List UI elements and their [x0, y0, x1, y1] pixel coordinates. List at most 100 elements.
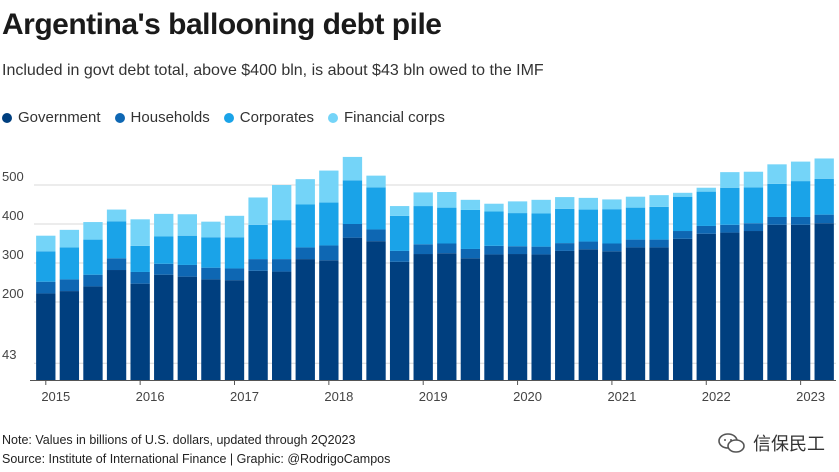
bar-segment-corporates [743, 187, 764, 224]
bar-segment-government [625, 247, 646, 380]
bar-segment-financial-corps [460, 199, 481, 210]
bar-segment-households [507, 246, 528, 255]
bar-segment-financial-corps [484, 203, 504, 212]
bar-segment-corporates [154, 236, 174, 264]
legend-label-financial-corps: Financial corps [343, 109, 445, 126]
bar-segment-households [83, 274, 103, 287]
bar-segment-households [625, 239, 646, 248]
bar-segment-corporates [790, 181, 811, 217]
bar-segment-financial-corps [389, 206, 410, 216]
bar-segment-financial-corps [555, 197, 575, 209]
bar-segment-households [342, 224, 363, 238]
bar-segment-corporates [555, 208, 575, 244]
bar-segment-households [555, 243, 575, 251]
bar-segment-corporates [602, 209, 622, 244]
stacked-bar-chart: 43 200 300 400 500 2015 2016 2017 2018 2019 2020 20… [2, 156, 836, 404]
bar-segment-government [484, 254, 504, 380]
watermark: 信保民工 [717, 430, 825, 456]
bar-segment-government [790, 224, 811, 380]
chart-title: Argentina's ballooning debt pile [2, 8, 442, 41]
bar-segment-households [59, 279, 80, 292]
bar-segment-corporates [437, 207, 457, 244]
legend: Government Households Corporates Financi… [2, 109, 445, 126]
bar-segment-government [413, 254, 433, 380]
bar-segment-government [201, 279, 221, 380]
bar-segment-households [177, 264, 197, 277]
bar-segment-corporates [814, 178, 834, 215]
bar-segment-financial-corps [224, 215, 245, 238]
bar-segment-households [224, 268, 245, 281]
bar-segment-corporates [342, 180, 363, 224]
bar-segment-households [460, 248, 481, 259]
legend-label-corporates: Corporates [239, 109, 314, 126]
bar-segment-corporates [413, 206, 433, 245]
bar-segment-corporates [578, 209, 598, 242]
bar-segment-financial-corps [578, 197, 598, 210]
bar-segment-financial-corps [36, 235, 56, 252]
bar-segment-corporates [83, 239, 103, 275]
bar-segment-corporates [531, 213, 551, 247]
bar-segment-financial-corps [413, 192, 433, 207]
bar-segment-financial-corps [177, 214, 197, 236]
y-tick-label: 300 [2, 247, 24, 262]
bar-segment-government [248, 270, 268, 380]
bar-segment-households [130, 271, 150, 284]
x-tick-label: 2020 [513, 389, 542, 404]
bar-segment-government [555, 250, 575, 380]
bar-segment-households [295, 247, 315, 260]
bar-segment-corporates [319, 202, 339, 246]
bar-segment-government [437, 253, 457, 380]
bar-segment-financial-corps [106, 209, 127, 222]
bar-segment-households [272, 259, 292, 272]
legend-label-households: Households [130, 109, 210, 126]
x-tick-label: 2016 [136, 389, 165, 404]
bar-segment-financial-corps [649, 195, 669, 207]
bar-segment-corporates [484, 211, 504, 246]
bar-segment-households [790, 216, 811, 225]
bar-segment-households [484, 245, 504, 255]
bar-segment-government [507, 254, 528, 380]
bar-segment-households [696, 225, 716, 234]
bar-segment-financial-corps [342, 156, 363, 181]
bar-segment-corporates [106, 221, 127, 259]
bar-segment-government [154, 274, 174, 380]
bar-segment-financial-corps [272, 185, 292, 221]
bar-segment-corporates [673, 196, 693, 232]
bar-segment-financial-corps [673, 192, 693, 197]
bar-segment-households [366, 229, 386, 242]
bar-segment-households [531, 246, 551, 255]
bar-segment-financial-corps [130, 219, 150, 246]
bar-segment-government [696, 233, 716, 380]
bar-segment-households [578, 241, 598, 250]
bar-segment-government [366, 241, 386, 380]
bar-segment-financial-corps [83, 222, 103, 240]
y-tick-label: 200 [2, 286, 24, 301]
bar-segment-corporates [366, 187, 386, 230]
bar-segment-households [814, 214, 834, 224]
bar-segment-government [460, 258, 481, 380]
bar-segment-financial-corps [319, 170, 339, 203]
bar-segment-financial-corps [295, 179, 315, 205]
bar-segment-government [272, 271, 292, 380]
watermark-text: 信保民工 [753, 434, 825, 454]
bar-segment-corporates [507, 213, 528, 247]
bar-segment-government [814, 223, 834, 380]
bar-segment-financial-corps [814, 158, 834, 179]
bar-segment-households [413, 244, 433, 255]
legend-swatch-households [114, 112, 125, 123]
bar-segment-households [743, 223, 764, 232]
legend-swatch-government [2, 112, 12, 123]
bar-segment-corporates [389, 215, 410, 251]
legend-label-government: Government [18, 109, 101, 126]
y-tick-label: 500 [2, 169, 24, 184]
bar-segment-financial-corps [767, 164, 787, 184]
bar-segment-corporates [460, 209, 481, 249]
legend-swatch-financial-corps [327, 112, 338, 123]
bar-segment-government [130, 283, 150, 380]
x-tick-label: 2015 [41, 389, 70, 404]
bar-segment-households [248, 259, 268, 271]
source-line: Source: Institute of International Finan… [2, 452, 391, 466]
bar-segment-households [602, 243, 622, 252]
bar-segment-government [389, 261, 410, 380]
bar-segment-government [767, 224, 787, 380]
